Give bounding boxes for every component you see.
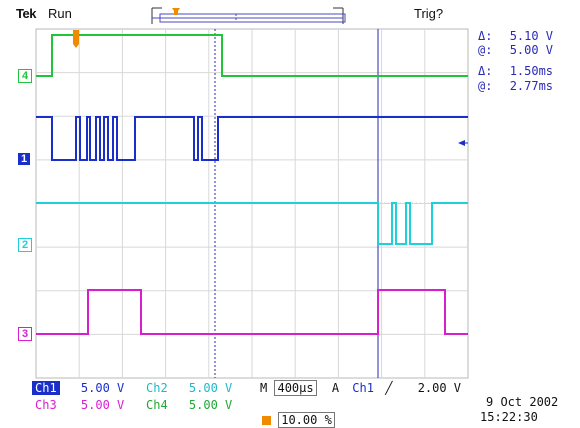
timebase-label: M [260, 381, 268, 395]
ch1-label: Ch1 [32, 381, 60, 395]
time-delta: 1.50ms [509, 64, 554, 78]
trigger-source: Ch1 [352, 381, 374, 395]
time-display: 15:22:30 [480, 410, 538, 424]
ch2-scale: 5.00 V [188, 381, 233, 395]
time-at-label: @: [478, 79, 493, 93]
timebase-value: 400µs [274, 380, 317, 396]
voltage-at-label: @: [478, 43, 493, 57]
ch2-label: Ch2 [146, 381, 168, 395]
run-state: Run [48, 6, 72, 21]
trigger-position-icon [174, 9, 178, 15]
ch4-scale: 5.00 V [188, 398, 233, 412]
ch4-ground-marker[interactable]: 4 [18, 69, 32, 83]
trigger-level-icon [458, 140, 465, 146]
ch2-ground-marker[interactable]: 2 [18, 238, 32, 252]
ch1-trace [36, 116, 468, 161]
ch2-trace [36, 202, 468, 245]
voltage-at: 5.00 V [509, 43, 554, 57]
ch4-trace [36, 34, 468, 77]
trigger-marker-icon [73, 30, 79, 48]
record-view-bar [151, 7, 346, 24]
brand-label: Tek [16, 6, 36, 21]
time-at: 2.77ms [509, 79, 554, 93]
trigger-mode: A [331, 381, 340, 395]
rising-edge-icon: ╱ [385, 381, 393, 395]
voltage-delta: 5.10 V [509, 29, 554, 43]
trigger-level: 2.00 V [417, 381, 462, 395]
date-display: 9 Oct 2002 [486, 395, 559, 409]
trigger-status: Trig? [414, 6, 444, 21]
ch4-label: Ch4 [146, 398, 168, 412]
trigger-position: 10.00 % [278, 412, 335, 428]
ch3-trace [36, 289, 468, 335]
ch1-scale: 5.00 V [80, 381, 125, 395]
ch1-ground-marker[interactable]: 1 [18, 153, 30, 165]
ch3-label: Ch3 [35, 398, 57, 412]
trigger-position-icon [262, 416, 271, 425]
voltage-delta-label: Δ: [478, 29, 493, 43]
ch3-scale: 5.00 V [80, 398, 125, 412]
ch3-ground-marker[interactable]: 3 [18, 327, 32, 341]
time-delta-label: Δ: [478, 64, 493, 78]
